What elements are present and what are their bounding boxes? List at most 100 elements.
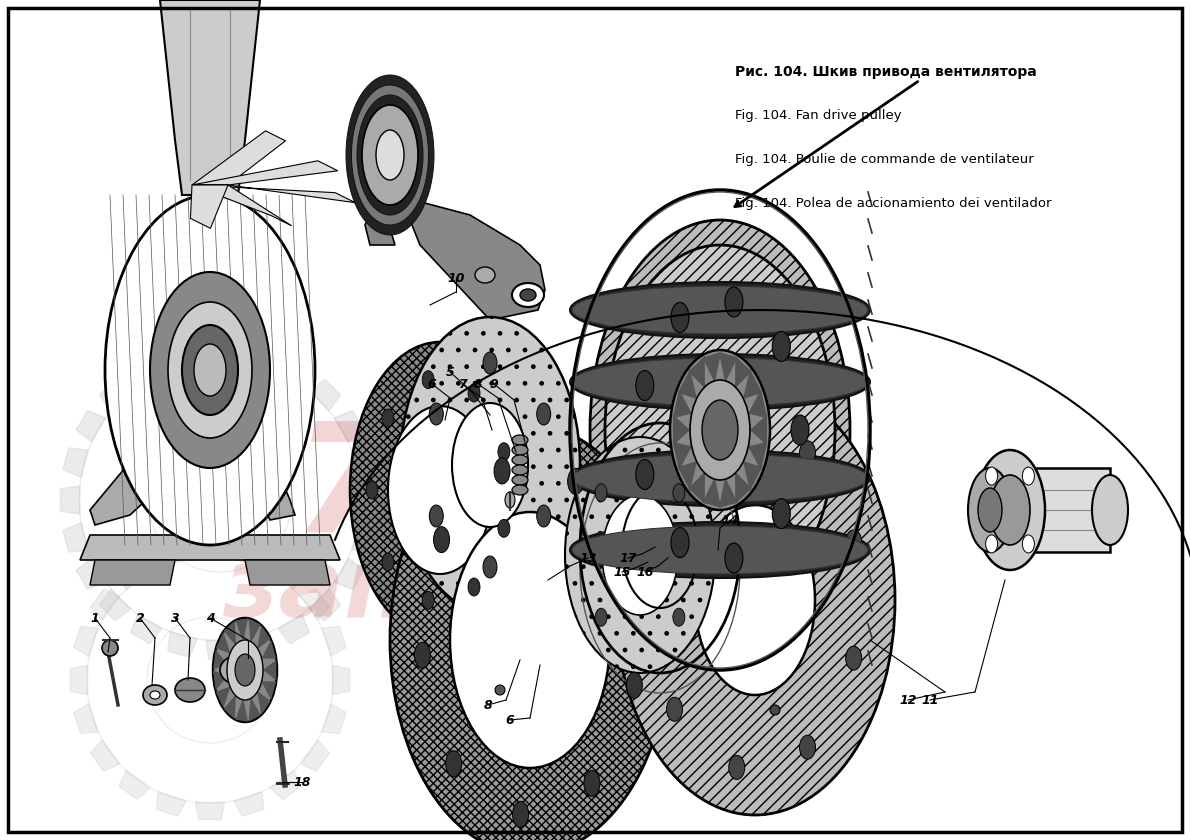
Polygon shape xyxy=(750,414,768,445)
Polygon shape xyxy=(74,627,99,656)
Ellipse shape xyxy=(728,755,745,780)
Ellipse shape xyxy=(725,543,743,573)
Ellipse shape xyxy=(568,469,583,495)
Polygon shape xyxy=(278,614,309,643)
Ellipse shape xyxy=(595,608,607,627)
Polygon shape xyxy=(749,389,768,418)
Text: 17: 17 xyxy=(619,552,637,564)
Polygon shape xyxy=(332,665,350,695)
Ellipse shape xyxy=(572,454,868,502)
Ellipse shape xyxy=(695,505,815,695)
Polygon shape xyxy=(224,694,236,719)
Polygon shape xyxy=(61,486,80,514)
Polygon shape xyxy=(352,522,377,552)
Ellipse shape xyxy=(452,403,528,527)
Polygon shape xyxy=(236,618,248,642)
Polygon shape xyxy=(90,589,120,620)
Polygon shape xyxy=(63,448,88,477)
Bar xyxy=(990,468,1110,552)
Ellipse shape xyxy=(433,527,450,553)
Ellipse shape xyxy=(512,475,528,485)
Ellipse shape xyxy=(641,588,658,612)
Polygon shape xyxy=(352,448,377,477)
Polygon shape xyxy=(278,356,309,386)
Text: 18: 18 xyxy=(293,775,311,789)
Ellipse shape xyxy=(390,425,670,840)
Ellipse shape xyxy=(635,370,653,401)
Ellipse shape xyxy=(967,468,1012,552)
Text: 8: 8 xyxy=(483,699,493,711)
Polygon shape xyxy=(678,369,697,399)
Text: 7: 7 xyxy=(292,416,399,564)
Polygon shape xyxy=(195,540,225,558)
Ellipse shape xyxy=(985,467,997,485)
Ellipse shape xyxy=(184,328,236,412)
Ellipse shape xyxy=(770,705,779,715)
Polygon shape xyxy=(224,621,236,646)
Ellipse shape xyxy=(570,450,870,506)
Text: 12: 12 xyxy=(900,694,916,706)
Ellipse shape xyxy=(1022,535,1034,553)
Ellipse shape xyxy=(512,465,528,475)
Ellipse shape xyxy=(505,492,515,508)
Ellipse shape xyxy=(572,526,868,574)
Ellipse shape xyxy=(497,443,509,460)
Polygon shape xyxy=(688,471,704,504)
Polygon shape xyxy=(99,589,131,621)
Polygon shape xyxy=(262,640,276,659)
Ellipse shape xyxy=(570,522,870,578)
Polygon shape xyxy=(249,618,261,643)
Polygon shape xyxy=(213,649,227,669)
Ellipse shape xyxy=(351,85,428,225)
Ellipse shape xyxy=(626,672,643,698)
Polygon shape xyxy=(80,535,340,560)
Text: 5: 5 xyxy=(445,365,455,379)
Ellipse shape xyxy=(772,499,790,528)
Polygon shape xyxy=(719,352,738,383)
Polygon shape xyxy=(131,614,162,643)
Ellipse shape xyxy=(362,105,418,205)
Polygon shape xyxy=(99,379,131,411)
Polygon shape xyxy=(361,486,380,514)
Polygon shape xyxy=(678,461,697,491)
Ellipse shape xyxy=(800,735,815,759)
Polygon shape xyxy=(192,131,286,185)
Ellipse shape xyxy=(497,519,509,538)
Ellipse shape xyxy=(102,640,118,656)
Text: 2: 2 xyxy=(136,612,144,624)
Polygon shape xyxy=(236,698,248,722)
Polygon shape xyxy=(159,0,259,195)
Ellipse shape xyxy=(615,385,895,815)
Ellipse shape xyxy=(174,309,246,431)
Ellipse shape xyxy=(671,528,689,558)
Ellipse shape xyxy=(168,302,252,438)
Text: 3: 3 xyxy=(170,612,180,624)
Ellipse shape xyxy=(620,553,635,579)
Text: 16: 16 xyxy=(637,565,653,579)
Ellipse shape xyxy=(570,354,870,410)
Ellipse shape xyxy=(537,505,551,527)
Polygon shape xyxy=(215,632,231,654)
Ellipse shape xyxy=(584,770,600,796)
Polygon shape xyxy=(76,411,106,442)
Text: Fig. 104. Poulie de commande de ventilateur: Fig. 104. Poulie de commande de ventilat… xyxy=(735,153,1034,166)
Ellipse shape xyxy=(728,421,745,444)
Polygon shape xyxy=(300,589,330,620)
Ellipse shape xyxy=(602,495,678,615)
Ellipse shape xyxy=(162,290,258,450)
Polygon shape xyxy=(119,560,150,590)
Polygon shape xyxy=(270,560,301,590)
Text: ecc: ecc xyxy=(489,533,631,607)
Ellipse shape xyxy=(388,406,491,574)
Text: Fig. 104. Polea de accionamiento dei ventilador: Fig. 104. Polea de accionamiento dei ven… xyxy=(735,197,1052,210)
Polygon shape xyxy=(334,411,364,442)
Ellipse shape xyxy=(143,685,167,705)
Ellipse shape xyxy=(666,479,683,502)
Text: 15: 15 xyxy=(613,565,631,579)
Ellipse shape xyxy=(537,403,551,425)
Polygon shape xyxy=(74,704,99,734)
Polygon shape xyxy=(70,665,88,695)
Polygon shape xyxy=(321,627,346,656)
Ellipse shape xyxy=(422,370,434,389)
Polygon shape xyxy=(195,802,225,820)
